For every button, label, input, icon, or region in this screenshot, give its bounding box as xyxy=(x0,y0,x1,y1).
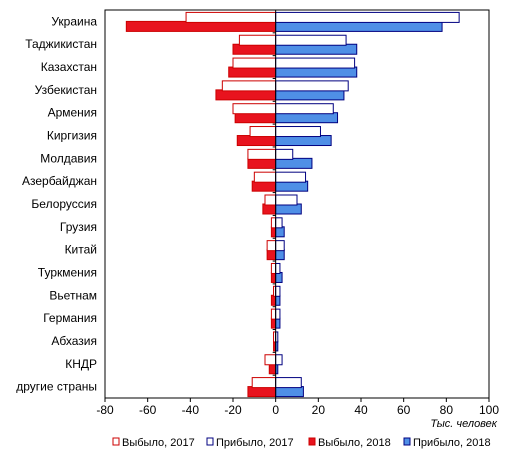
bar-in-2017-1 xyxy=(275,34,347,46)
category-label: Узбекистан xyxy=(35,83,97,97)
bar-out-2017-6 xyxy=(247,148,277,160)
category-label: КНДР xyxy=(65,357,97,371)
x-axis-ticks: -80 -60 -40 -20 0 20 40 60 80 100 xyxy=(96,398,499,417)
category-label: другие страны xyxy=(16,380,97,394)
x-tick-label: 60 xyxy=(397,403,411,417)
plot-frame xyxy=(104,9,490,399)
bar-out-2017-7 xyxy=(253,171,277,183)
bar-out-2017-3 xyxy=(221,80,277,92)
bar-in-2017-6 xyxy=(275,148,294,160)
legend-entry: Прибыло, 2018 xyxy=(413,437,491,449)
category-label: Абхазия xyxy=(51,334,97,348)
category-label: Киргизия xyxy=(47,129,97,143)
bar-in-2017-15 xyxy=(275,354,283,366)
category-label: Азербайджан xyxy=(22,174,97,188)
category-label: Туркмения xyxy=(38,265,97,279)
legend: Выбыло, 2017 Прибыло, 2017 Выбыло, 2018 При… xyxy=(112,437,491,449)
bar-in-2017-7 xyxy=(275,171,307,183)
bar-in-2017-0 xyxy=(275,11,460,23)
bar-out-2017-10 xyxy=(266,240,277,252)
x-tick-label: 40 xyxy=(354,403,368,417)
bars xyxy=(125,11,460,398)
x-tick-label: 0 xyxy=(272,403,279,417)
legend-entry: Прибыло, 2017 xyxy=(216,437,294,449)
legend-entry: Выбыло, 2018 xyxy=(318,437,391,449)
category-label: Грузия xyxy=(60,220,97,234)
bar-out-2017-16 xyxy=(251,377,277,389)
legend-swatch xyxy=(403,437,411,446)
category-label: Молдавия xyxy=(40,151,97,165)
x-tick-label: -20 xyxy=(224,403,242,417)
category-label: Украина xyxy=(51,14,97,28)
bar-in-2017-16 xyxy=(275,377,302,389)
bar-in-2017-5 xyxy=(275,126,321,138)
bar-out-2017-15 xyxy=(264,354,277,366)
legend-swatch xyxy=(112,437,120,446)
bar-in-2017-2 xyxy=(275,57,356,69)
bar-in-2017-13 xyxy=(275,308,281,320)
bar-in-2017-3 xyxy=(275,80,349,92)
legend-swatch xyxy=(308,437,316,446)
category-label: Армения xyxy=(48,106,97,120)
bar-out-2017-13 xyxy=(270,308,277,320)
bar-in-2017-11 xyxy=(275,262,281,274)
x-tick-label: 80 xyxy=(440,403,454,417)
category-label: Таджикистан xyxy=(25,37,97,51)
category-labels: Украина Таджикистан Казахстан Узбекистан Арм… xyxy=(16,9,276,394)
category-label: Германия xyxy=(43,311,97,325)
bar-in-2017-8 xyxy=(275,194,298,206)
x-tick-label: -60 xyxy=(139,403,157,417)
bar-in-2017-12 xyxy=(275,285,281,297)
category-label: Вьетнам xyxy=(49,288,97,302)
legend-swatch xyxy=(206,437,214,446)
bar-out-2017-0 xyxy=(185,11,277,23)
category-label: Казахстан xyxy=(41,60,97,74)
x-axis-label: Тыс. человек xyxy=(430,418,497,430)
x-tick-label: 20 xyxy=(312,403,326,417)
category-label: Белоруссия xyxy=(31,197,97,211)
bar-out-2017-2 xyxy=(232,57,277,69)
category-label: Китай xyxy=(65,243,97,257)
bar-in-2017-4 xyxy=(275,103,334,115)
bar-in-2017-10 xyxy=(275,240,285,252)
legend-entry: Выбыло, 2017 xyxy=(122,437,195,449)
bar-out-2017-11 xyxy=(270,262,277,274)
bar-out-2017-9 xyxy=(270,217,277,229)
bar-out-2017-1 xyxy=(238,34,277,46)
bar-out-2017-4 xyxy=(232,103,277,115)
bar-in-2017-9 xyxy=(275,217,283,229)
bar-out-2017-5 xyxy=(249,126,277,138)
x-tick-label: -80 xyxy=(96,403,114,417)
bar-out-2017-8 xyxy=(264,194,277,206)
x-tick-label: -40 xyxy=(182,403,200,417)
x-tick-label: 100 xyxy=(479,403,499,417)
